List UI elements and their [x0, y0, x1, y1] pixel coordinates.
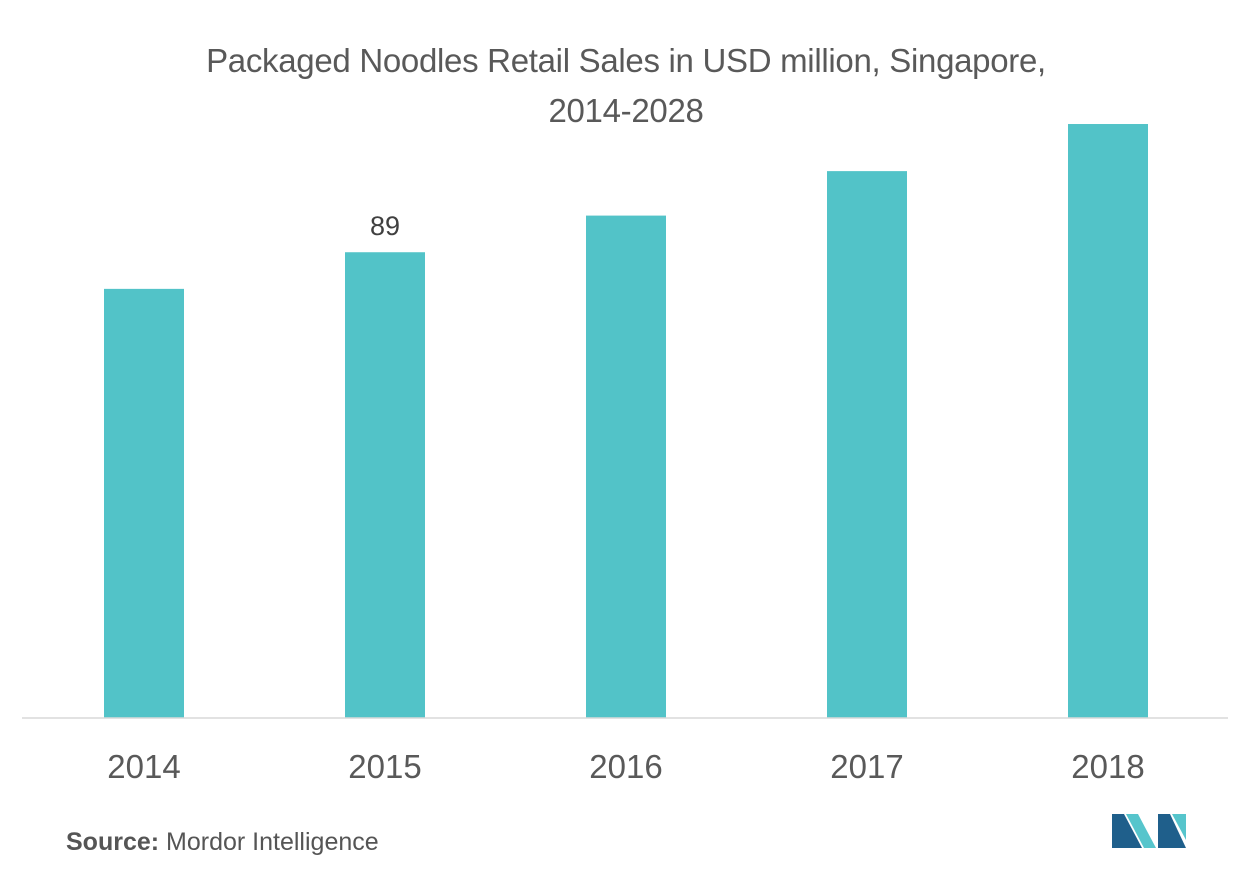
labels-layer: 2014 2015 89 2016 2017 2018 [107, 211, 1144, 785]
source-note: Source: Mordor Intelligence [66, 828, 379, 857]
bar-2016 [586, 215, 666, 718]
bar-2017 [827, 171, 907, 718]
bar-2014 [104, 288, 184, 718]
data-label-2015: 89 [370, 211, 400, 241]
x-tick-label-2016: 2016 [589, 748, 662, 785]
x-tick-label-2015: 2015 [348, 748, 421, 785]
bars-layer [104, 124, 1148, 719]
bar-chart: 2014 2015 89 2016 2017 2018 [22, 124, 1228, 785]
chart-title-line-2: 2014-2028 [548, 92, 704, 129]
x-tick-label-2014: 2014 [107, 748, 180, 785]
source-label: Source: [66, 828, 160, 856]
bar-2018 [1068, 124, 1148, 719]
chart-title: Packaged Noodles Retail Sales in USD mil… [0, 36, 1252, 136]
mordor-intelligence-logo-icon [1112, 814, 1186, 848]
chart-title-line-1: Packaged Noodles Retail Sales in USD mil… [206, 42, 1046, 79]
x-tick-label-2017: 2017 [830, 748, 903, 785]
bar-2015 [345, 252, 425, 718]
x-tick-label-2018: 2018 [1071, 748, 1144, 785]
source-name: Mordor Intelligence [166, 828, 379, 856]
